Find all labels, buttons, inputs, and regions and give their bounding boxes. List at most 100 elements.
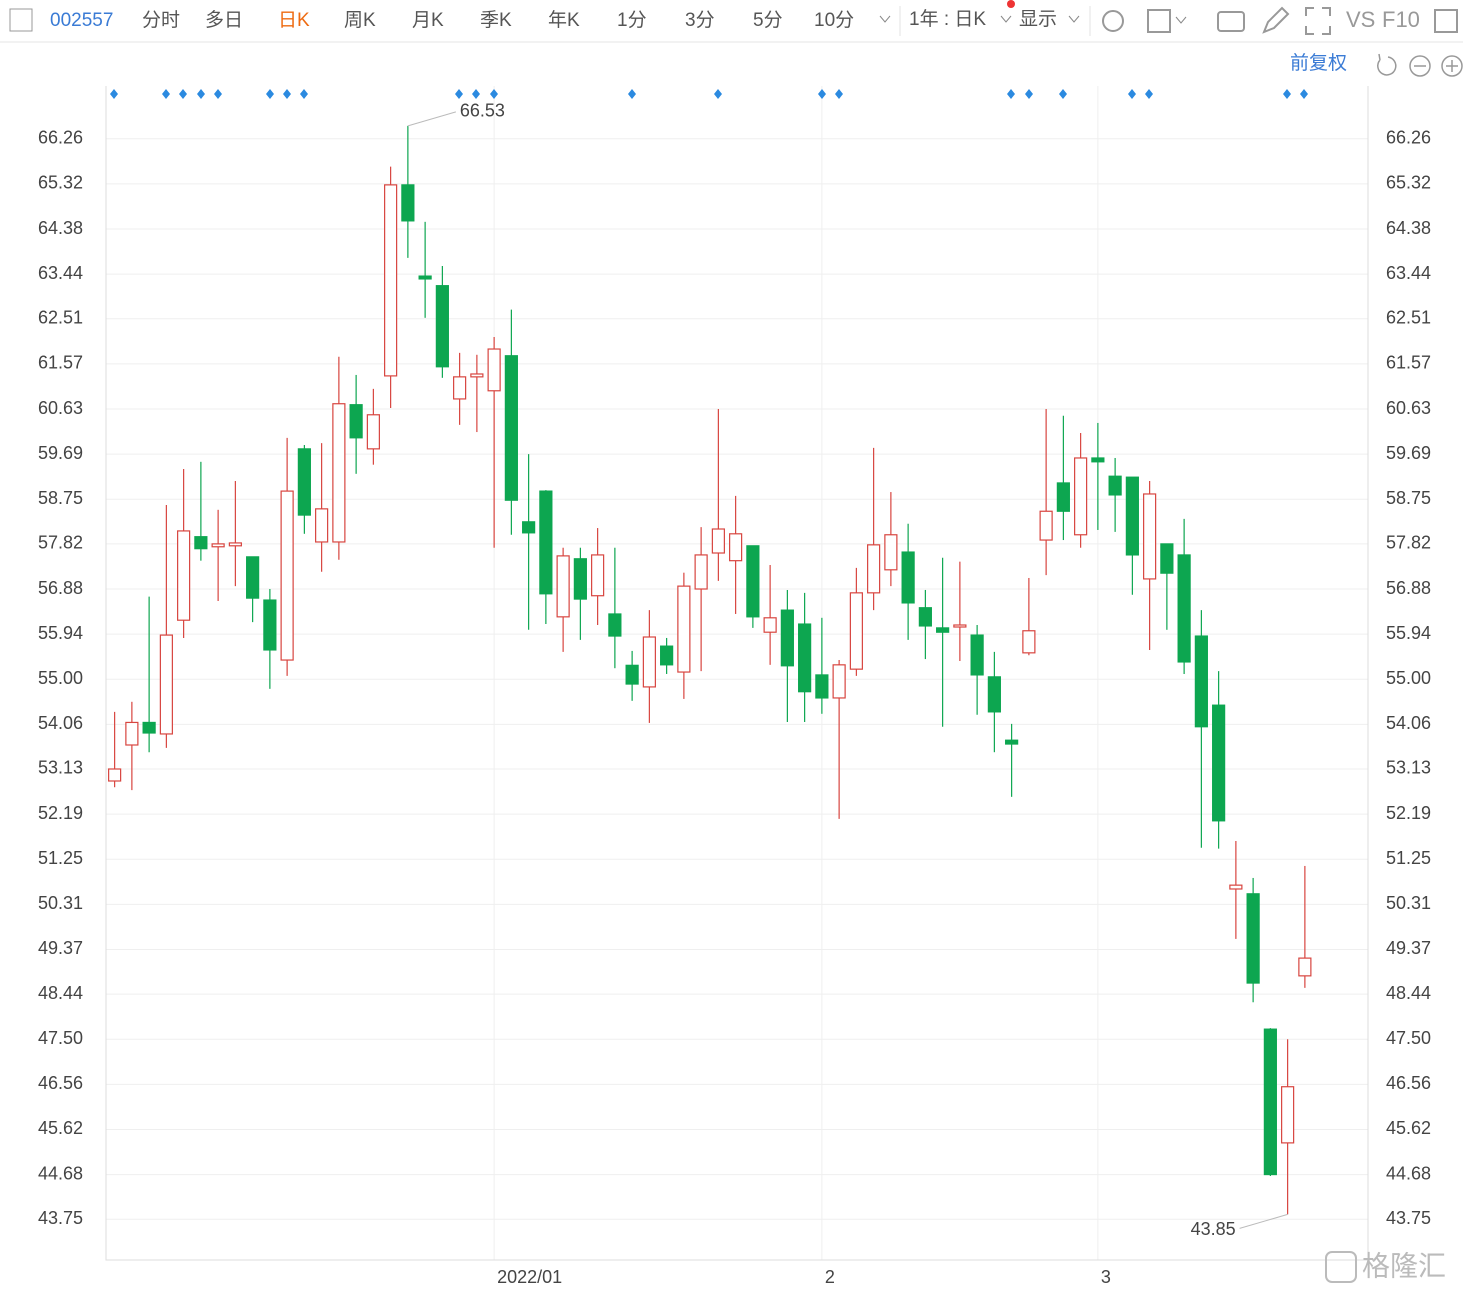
candle-body [211, 543, 225, 548]
y-tick-label: 55.94 [38, 623, 83, 643]
candle-body [401, 184, 415, 222]
tab[interactable]: 月K [412, 10, 444, 31]
y-tick-label-right: 62.51 [1386, 308, 1431, 328]
candle-body [1108, 475, 1122, 496]
candle-body [884, 534, 898, 571]
display-select[interactable]: 显示 [1019, 9, 1057, 30]
candle-body [194, 536, 208, 550]
y-tick-label-right: 61.57 [1386, 353, 1431, 373]
candle-body [573, 558, 587, 600]
candle-body [763, 617, 777, 633]
y-tick-label: 52.19 [38, 803, 83, 823]
tab[interactable]: 季K [480, 9, 512, 31]
candle-body [1263, 1028, 1277, 1176]
adjust-mode[interactable]: 前复权 [1290, 52, 1347, 74]
candle-body [849, 592, 863, 670]
candle-body [108, 768, 122, 782]
y-tick-label: 66.26 [38, 128, 83, 148]
candle-body [1177, 554, 1191, 663]
y-tick-label: 53.13 [38, 758, 83, 778]
zoom-out-icon[interactable] [1409, 55, 1431, 77]
tab[interactable]: 分时 [142, 9, 180, 31]
candle-body [1281, 1086, 1295, 1144]
candle-body [177, 530, 191, 621]
x-tick-label: 2022/01 [497, 1267, 562, 1287]
candle-body [970, 634, 984, 676]
y-tick-label: 55.00 [38, 668, 83, 688]
vs-button[interactable]: VS [1346, 7, 1375, 32]
candle-body [625, 664, 639, 685]
tab[interactable]: 年K [548, 9, 580, 31]
max-annotation: 66.53 [460, 101, 505, 121]
candle-body [642, 636, 656, 688]
y-tick-label-right: 52.19 [1386, 803, 1431, 823]
min-annotation: 43.85 [1191, 1219, 1236, 1239]
undo-icon[interactable] [1377, 53, 1397, 76]
tab[interactable]: 10分 [814, 9, 854, 31]
annotation-leader [407, 111, 457, 127]
chevron[interactable] [1000, 15, 1012, 23]
candle-body [729, 533, 743, 562]
y-tick-label: 46.56 [38, 1073, 83, 1093]
candle-body [780, 609, 794, 667]
candle-body [1160, 543, 1174, 574]
tab[interactable]: 周K [344, 10, 376, 31]
candle-body [228, 542, 242, 547]
y-tick-label-right: 60.63 [1386, 398, 1431, 418]
chevron[interactable] [1068, 15, 1080, 23]
candle-body [1005, 739, 1019, 745]
y-tick-label-right: 55.94 [1386, 623, 1431, 643]
tab[interactable]: 日K [278, 10, 310, 31]
fullscreen-icon[interactable] [1305, 7, 1331, 35]
zoom-in-icon [1446, 60, 1458, 72]
tab[interactable]: 5分 [753, 9, 783, 31]
candle-body [677, 585, 691, 673]
candle-body [539, 490, 553, 595]
y-tick-label: 61.57 [38, 353, 83, 373]
candle-body [435, 285, 449, 368]
candle-body [1091, 457, 1105, 463]
zoom-in-icon[interactable] [1441, 55, 1463, 77]
candle-body [918, 607, 932, 627]
candle-body [660, 645, 674, 666]
y-tick-label: 51.25 [38, 848, 83, 868]
panel-icon[interactable] [1434, 9, 1458, 33]
candle-body [297, 448, 311, 516]
candle-body [987, 676, 1001, 713]
chevron[interactable] [1175, 16, 1187, 24]
candle-body [366, 414, 380, 450]
candle-body [280, 490, 294, 661]
y-tick-label-right: 64.38 [1386, 218, 1431, 238]
event-marker[interactable] [110, 89, 1308, 99]
tab[interactable]: 1分 [617, 9, 647, 31]
candle-body [711, 528, 725, 554]
stock-code[interactable]: 002557 [50, 10, 113, 31]
candle-body [694, 554, 708, 590]
period-select[interactable]: 1年 : 日K [909, 8, 986, 30]
candle-body [332, 403, 346, 543]
y-tick-label-right: 46.56 [1386, 1073, 1431, 1093]
tab[interactable]: 3分 [685, 9, 715, 31]
tab[interactable]: 多日 [205, 9, 243, 31]
candle-body [1039, 510, 1053, 541]
x-tick-label: 3 [1101, 1267, 1111, 1287]
candle-body [901, 551, 915, 604]
chevron[interactable] [879, 15, 891, 23]
x-tick-label: 2 [825, 1267, 835, 1287]
menu-icon[interactable] [9, 8, 33, 32]
tabs: 分时 多日 日K 周K 月K 季K 年K 1分 3分 5分 10分 [142, 9, 854, 31]
candle-body [608, 613, 622, 637]
f10-button[interactable]: F10 [1382, 7, 1420, 32]
y-tick-label: 45.62 [38, 1118, 83, 1138]
shape-icon[interactable] [1147, 9, 1171, 33]
pen-icon[interactable] [1262, 6, 1290, 34]
y-tick-label-right: 51.25 [1386, 848, 1431, 868]
camera-icon[interactable] [1217, 11, 1245, 32]
candle-body [142, 721, 156, 734]
y-tick-label: 54.06 [38, 713, 83, 733]
y-tick-label-right: 54.06 [1386, 713, 1431, 733]
candle-body [1212, 704, 1226, 822]
candle-body [798, 623, 812, 693]
settings-icon[interactable] [1102, 10, 1124, 32]
y-tick-label: 63.44 [38, 263, 83, 283]
